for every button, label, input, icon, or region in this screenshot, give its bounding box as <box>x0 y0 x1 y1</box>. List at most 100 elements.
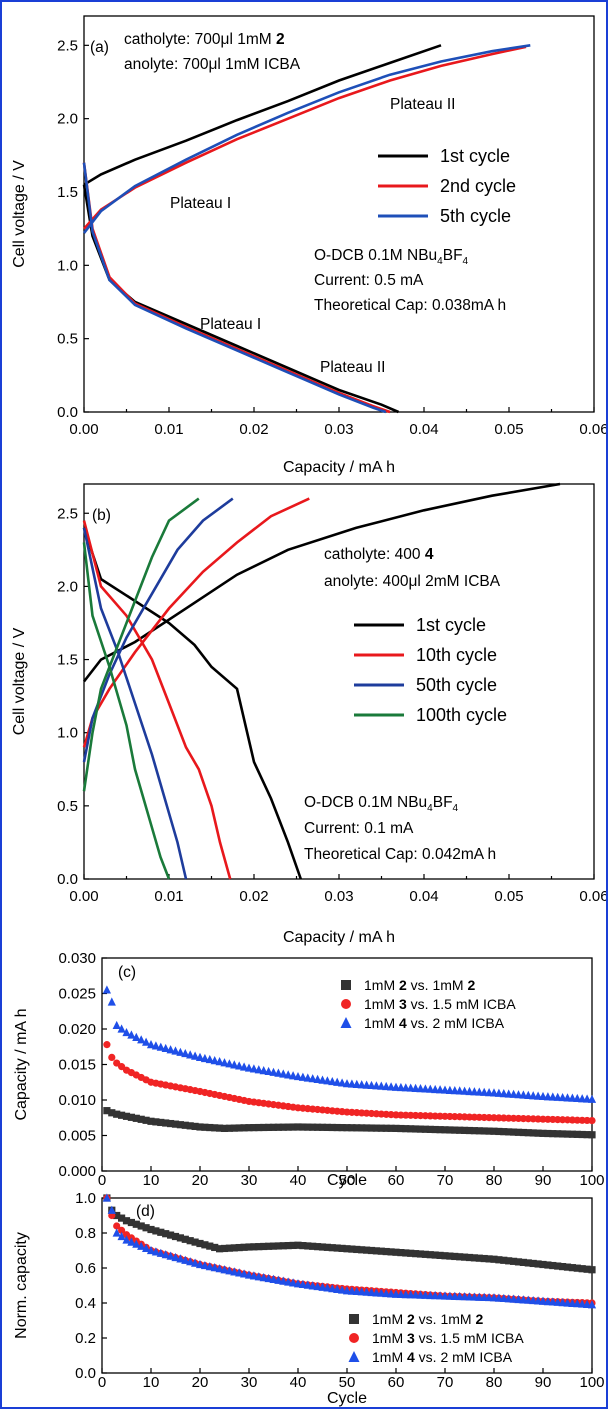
data-point-square <box>191 1238 199 1246</box>
data-point-triangle <box>137 1241 146 1250</box>
data-point-triangle <box>279 1276 288 1285</box>
data-point-square <box>118 1111 126 1119</box>
data-point-square <box>191 1122 199 1131</box>
data-point-square <box>260 1123 268 1132</box>
data-point-square <box>113 1211 121 1220</box>
data-point-square <box>225 1124 233 1132</box>
data-point-square <box>186 1122 194 1130</box>
data-point-square <box>250 1124 258 1132</box>
data-point-square <box>559 1263 567 1271</box>
data-point-square <box>500 1256 508 1264</box>
y-tick-label: 0.0 <box>75 1365 96 1382</box>
data-point-triangle <box>132 1239 141 1248</box>
data-point-square <box>284 1242 292 1250</box>
data-point-square <box>343 1124 351 1132</box>
data-point-square <box>495 1127 503 1136</box>
annotation-theoretical: Theoretical Cap: 0.042mA h <box>304 846 496 863</box>
data-point-square <box>461 1126 469 1134</box>
data-point-square <box>269 1242 278 1250</box>
annotation-catholyte: catholyte: 700μl 1mM 2 <box>124 31 285 48</box>
data-point-triangle <box>244 1063 254 1072</box>
y-tick-label: 0.000 <box>58 1163 96 1180</box>
data-point-triangle <box>318 1075 327 1084</box>
y-tick-label: 2.0 <box>57 111 78 128</box>
data-point-triangle <box>142 1037 151 1046</box>
data-point-square <box>137 1115 145 1123</box>
data-point-square <box>274 1242 282 1250</box>
y-tick-label: 0.6 <box>75 1260 96 1277</box>
y-axis-label: Cell voltage / V <box>11 160 28 268</box>
data-point-triangle <box>132 1032 141 1041</box>
data-point-square <box>240 1124 248 1132</box>
data-point-triangle <box>205 1054 214 1064</box>
data-point-square <box>284 1123 292 1131</box>
data-point-square <box>255 1123 263 1132</box>
panel-label: (b) <box>92 507 111 524</box>
x-tick-label: 90 <box>535 1172 552 1189</box>
data-point-square <box>539 1129 547 1137</box>
data-point-triangle <box>176 1254 185 1263</box>
data-point-square <box>480 1254 488 1263</box>
data-point-triangle <box>205 1262 214 1271</box>
data-point-triangle <box>127 1237 136 1246</box>
data-point-square <box>446 1252 454 1260</box>
data-point-square <box>441 1252 449 1260</box>
data-point-square <box>206 1242 214 1250</box>
data-point-square <box>152 1118 160 1126</box>
x-tick-label: 0.01 <box>154 421 183 438</box>
data-point-square <box>196 1239 204 1248</box>
data-point-square <box>465 1253 474 1262</box>
data-point-square <box>349 1314 359 1324</box>
x-tick-label: 20 <box>192 1374 209 1391</box>
legend-label: 1mM 3 vs. 1.5 mM ICBA <box>364 996 516 1012</box>
data-point-square <box>162 1230 170 1238</box>
x-tick-label: 0.02 <box>239 888 268 905</box>
x-tick-label: 30 <box>241 1172 258 1189</box>
data-point-triangle <box>215 1057 224 1066</box>
data-point-square <box>554 1262 562 1270</box>
data-point-triangle <box>117 1024 126 1033</box>
data-point-triangle <box>191 1258 200 1267</box>
series-line-charge <box>83 45 527 230</box>
x-tick-label: 0.00 <box>69 888 98 905</box>
data-point-triangle <box>318 1282 327 1291</box>
annotation-catholyte: catholyte: 400 4 <box>324 546 434 563</box>
annotation-electrolyte: O-DCB 0.1M NBu4BF4 <box>314 247 469 267</box>
data-point-square <box>436 1251 444 1259</box>
data-point-circle <box>341 999 351 1009</box>
y-tick-label: 0.005 <box>58 1128 96 1145</box>
data-point-triangle <box>230 1267 239 1276</box>
data-point-square <box>132 1220 140 1228</box>
data-point-triangle <box>284 1277 293 1286</box>
data-point-square <box>240 1243 248 1251</box>
data-point-triangle <box>348 1351 360 1362</box>
annotation-electrolyte: O-DCB 0.1M NBu4BF4 <box>304 794 459 814</box>
data-point-circle <box>113 1222 121 1230</box>
data-point-square <box>416 1250 425 1258</box>
data-point-square <box>510 1257 518 1265</box>
data-point-square <box>514 1128 523 1136</box>
data-point-triangle <box>117 1231 126 1241</box>
data-point-square <box>132 1114 140 1122</box>
y-tick-label: 0.4 <box>75 1295 96 1312</box>
data-point-square <box>583 1265 591 1273</box>
y-tick-label: 1.0 <box>75 1190 96 1207</box>
data-point-triangle <box>102 1193 111 1202</box>
data-point-square <box>230 1124 238 1132</box>
x-tick-label: 0.02 <box>239 421 268 438</box>
data-point-square <box>441 1126 449 1134</box>
legend-label: 10th cycle <box>416 645 497 665</box>
data-point-square <box>382 1247 390 1256</box>
data-point-triangle <box>235 1061 244 1070</box>
y-tick-label: 0.5 <box>57 331 78 348</box>
data-point-triangle <box>107 997 116 1006</box>
data-point-square <box>402 1249 410 1257</box>
data-point-triangle <box>210 1263 219 1272</box>
data-point-square <box>299 1123 307 1131</box>
x-tick-label: 70 <box>437 1172 454 1189</box>
data-point-square <box>485 1255 493 1263</box>
data-point-triangle <box>122 1235 131 1244</box>
data-point-triangle <box>264 1273 273 1283</box>
data-point-triangle <box>127 1030 136 1039</box>
data-point-triangle <box>308 1281 317 1290</box>
